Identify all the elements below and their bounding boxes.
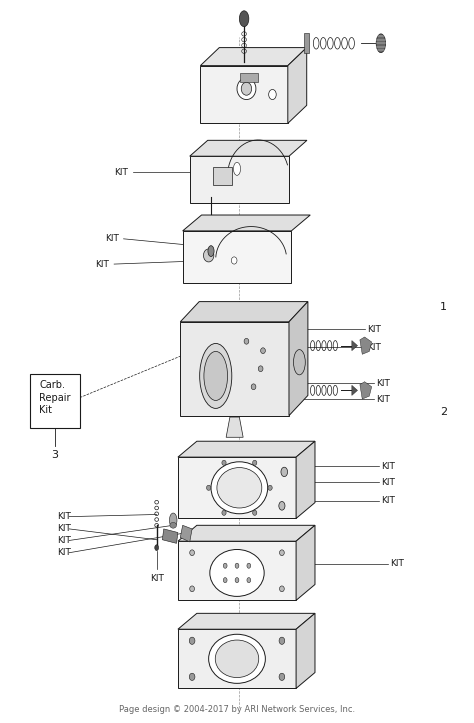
Ellipse shape — [239, 11, 249, 27]
Ellipse shape — [261, 348, 265, 354]
Polygon shape — [178, 613, 315, 629]
Ellipse shape — [241, 82, 252, 95]
Polygon shape — [178, 441, 315, 457]
Ellipse shape — [235, 578, 239, 583]
Ellipse shape — [234, 163, 240, 175]
Polygon shape — [162, 529, 178, 544]
Ellipse shape — [258, 366, 263, 372]
Ellipse shape — [237, 78, 256, 100]
Polygon shape — [182, 231, 292, 283]
Text: KIT: KIT — [105, 234, 119, 244]
Ellipse shape — [231, 257, 237, 264]
Text: KIT: KIT — [367, 325, 381, 333]
Ellipse shape — [247, 578, 251, 583]
Ellipse shape — [208, 246, 214, 257]
Text: KIT: KIT — [96, 260, 109, 268]
Ellipse shape — [215, 640, 259, 677]
Ellipse shape — [210, 549, 264, 596]
Ellipse shape — [247, 563, 251, 568]
Ellipse shape — [279, 673, 285, 680]
Bar — [213, 168, 232, 185]
Ellipse shape — [293, 350, 305, 375]
Text: 1: 1 — [440, 302, 447, 312]
Ellipse shape — [204, 351, 228, 401]
Text: KIT: KIT — [376, 395, 390, 403]
Ellipse shape — [155, 545, 158, 550]
Text: KIT: KIT — [57, 512, 71, 521]
Text: KIT: KIT — [376, 379, 390, 388]
Ellipse shape — [223, 563, 227, 568]
Polygon shape — [296, 526, 315, 600]
Text: 2: 2 — [440, 407, 447, 417]
Ellipse shape — [253, 510, 257, 515]
Polygon shape — [296, 441, 315, 518]
Ellipse shape — [200, 343, 232, 408]
Polygon shape — [352, 341, 357, 351]
Ellipse shape — [207, 485, 211, 490]
Polygon shape — [226, 417, 243, 437]
Text: KIT: KIT — [381, 477, 395, 487]
Ellipse shape — [222, 510, 226, 515]
Polygon shape — [360, 337, 372, 354]
Polygon shape — [182, 215, 310, 231]
Ellipse shape — [189, 673, 195, 680]
Ellipse shape — [203, 249, 214, 262]
Ellipse shape — [268, 485, 272, 490]
Polygon shape — [352, 385, 357, 395]
Polygon shape — [288, 48, 307, 124]
Text: KIT: KIT — [57, 548, 71, 557]
Ellipse shape — [190, 586, 194, 591]
Text: A: A — [194, 315, 280, 422]
Ellipse shape — [211, 462, 268, 514]
Ellipse shape — [253, 461, 257, 466]
Text: KIT: KIT — [114, 168, 128, 177]
Ellipse shape — [244, 338, 249, 344]
Ellipse shape — [217, 468, 262, 508]
Ellipse shape — [235, 563, 239, 568]
Polygon shape — [180, 322, 289, 416]
Polygon shape — [190, 156, 289, 203]
Ellipse shape — [189, 637, 195, 644]
Ellipse shape — [222, 461, 226, 466]
Text: KIT: KIT — [57, 536, 71, 545]
Polygon shape — [178, 629, 296, 688]
Text: 3: 3 — [52, 450, 59, 460]
Ellipse shape — [280, 586, 284, 591]
Text: KIT: KIT — [150, 574, 164, 583]
Text: KIT: KIT — [367, 343, 381, 351]
Ellipse shape — [209, 634, 265, 683]
Bar — [30, 374, 80, 428]
Ellipse shape — [279, 502, 285, 510]
Ellipse shape — [279, 637, 285, 644]
Polygon shape — [289, 301, 308, 416]
Polygon shape — [201, 66, 288, 124]
Text: KIT: KIT — [381, 461, 395, 471]
Ellipse shape — [281, 467, 288, 476]
Ellipse shape — [169, 513, 177, 528]
Polygon shape — [178, 542, 296, 600]
Polygon shape — [304, 33, 309, 54]
Polygon shape — [190, 140, 307, 156]
Polygon shape — [178, 526, 315, 542]
Ellipse shape — [223, 578, 227, 583]
Ellipse shape — [190, 549, 194, 555]
Ellipse shape — [376, 34, 386, 53]
Text: KIT: KIT — [57, 524, 71, 534]
Ellipse shape — [251, 384, 256, 390]
Text: KIT: KIT — [381, 496, 395, 505]
Polygon shape — [201, 48, 307, 66]
Text: Carb.
Repair
Kit: Carb. Repair Kit — [39, 380, 71, 415]
Polygon shape — [240, 73, 258, 82]
Ellipse shape — [280, 549, 284, 555]
Polygon shape — [180, 526, 192, 542]
Text: KIT: KIT — [391, 559, 404, 568]
Ellipse shape — [170, 523, 176, 529]
Text: Page design © 2004-2017 by ARI Network Services, Inc.: Page design © 2004-2017 by ARI Network S… — [119, 705, 355, 714]
Polygon shape — [178, 457, 296, 518]
Polygon shape — [180, 301, 308, 322]
Polygon shape — [360, 382, 372, 399]
Ellipse shape — [269, 90, 276, 100]
Polygon shape — [296, 613, 315, 688]
